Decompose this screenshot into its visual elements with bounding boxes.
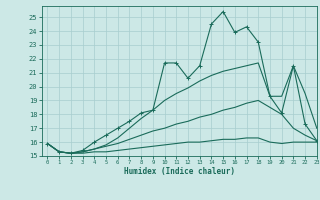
X-axis label: Humidex (Indice chaleur): Humidex (Indice chaleur) bbox=[124, 167, 235, 176]
